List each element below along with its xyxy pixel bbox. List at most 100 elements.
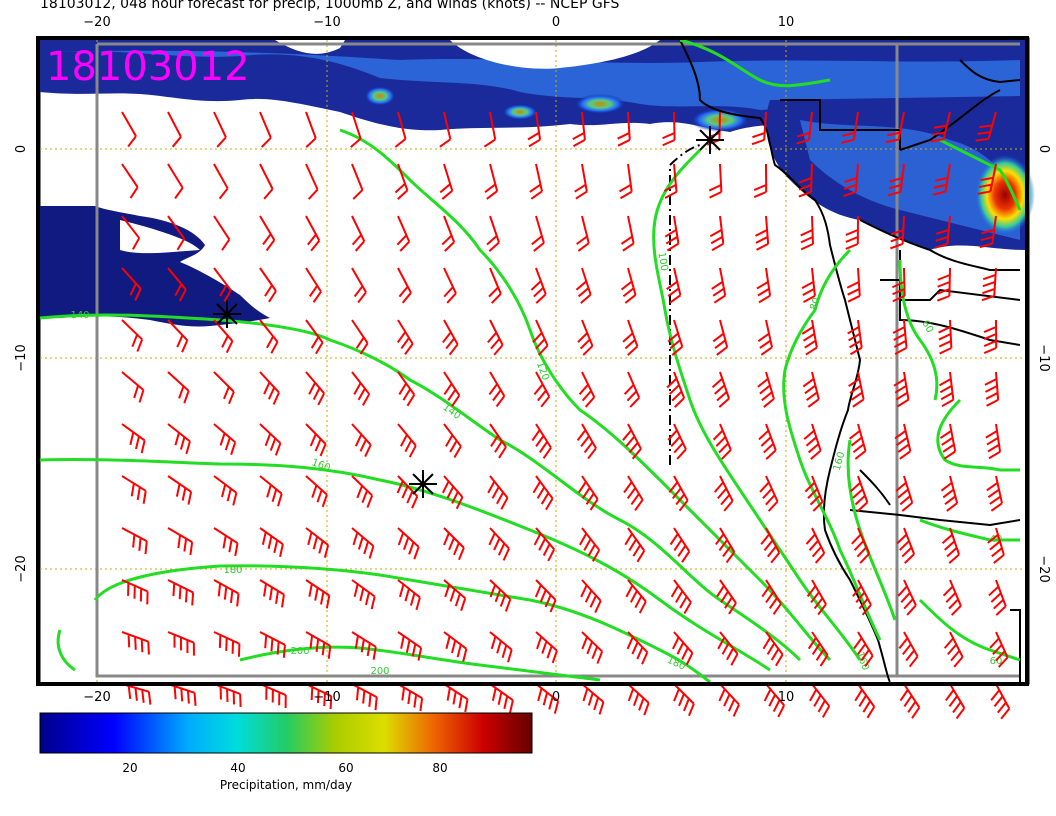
contour-line-180 bbox=[93, 564, 711, 684]
wind-barb bbox=[936, 267, 951, 302]
wind-barb bbox=[167, 475, 193, 505]
wind-barb bbox=[259, 111, 272, 148]
wind-barb bbox=[531, 215, 545, 252]
wind-barb bbox=[213, 527, 239, 557]
wind-barb bbox=[895, 475, 914, 512]
wind-barb bbox=[259, 579, 285, 608]
wind-barb bbox=[167, 215, 186, 251]
wind-barb bbox=[305, 267, 322, 303]
precip-gap-1 bbox=[450, 40, 660, 69]
colorbar-tick-label: 20 bbox=[122, 761, 137, 775]
wind-barb bbox=[885, 111, 905, 144]
contour-line-160 bbox=[39, 457, 771, 672]
wind-barb bbox=[897, 579, 917, 616]
wind-barb bbox=[753, 163, 768, 199]
wind-barb bbox=[575, 267, 592, 304]
wind-barb bbox=[259, 423, 282, 456]
wind-barb bbox=[580, 579, 602, 613]
wind-barb bbox=[489, 631, 513, 663]
wind-barb bbox=[807, 631, 829, 667]
precip-cell bbox=[502, 104, 538, 120]
wind-barb bbox=[711, 267, 727, 304]
wind-barb bbox=[167, 631, 195, 656]
wind-barb bbox=[892, 319, 908, 355]
wind-barb bbox=[167, 163, 184, 199]
wind-barb bbox=[577, 319, 594, 356]
wind-barb bbox=[305, 423, 327, 457]
wind-barb bbox=[756, 267, 772, 304]
wind-barb bbox=[397, 579, 421, 611]
wind-barb bbox=[622, 423, 642, 460]
wind-barb bbox=[894, 423, 912, 460]
wind-barb bbox=[800, 215, 814, 251]
precip-central-africa-inner bbox=[800, 120, 1020, 240]
wind-barb bbox=[351, 579, 376, 610]
wind-barb bbox=[396, 319, 414, 355]
wind-barb bbox=[985, 423, 1002, 460]
wind-barb bbox=[443, 423, 462, 459]
contour-label: 200 bbox=[370, 666, 389, 677]
wind-barb bbox=[572, 111, 586, 147]
right-lat-label: −10 bbox=[1036, 344, 1051, 371]
wind-barb bbox=[527, 111, 542, 148]
wind-barb bbox=[535, 631, 558, 664]
wind-barb bbox=[578, 371, 596, 408]
bottom-lon-label: −10 bbox=[313, 690, 340, 705]
contour-label: 40 bbox=[990, 534, 1003, 545]
top-lon-label: −10 bbox=[313, 15, 340, 30]
contour-line-east bbox=[936, 398, 1020, 472]
top-lon-label: 10 bbox=[778, 15, 795, 30]
wind-barb bbox=[121, 423, 146, 454]
top-lon-label: 0 bbox=[552, 15, 560, 30]
wind-barb bbox=[625, 579, 647, 614]
wind-barb bbox=[938, 319, 953, 355]
coastline bbox=[679, 39, 1021, 683]
colorbar bbox=[39, 712, 533, 754]
wind-barb bbox=[934, 215, 951, 249]
wind-barb bbox=[489, 683, 514, 714]
wind-barb bbox=[843, 163, 859, 197]
wind-barb bbox=[622, 319, 639, 356]
wind-barb bbox=[849, 423, 867, 460]
wind-barb bbox=[851, 527, 871, 564]
wind-barb bbox=[930, 111, 951, 143]
contour-line-60 bbox=[898, 259, 939, 401]
wind-barb bbox=[577, 475, 599, 511]
wind-barb bbox=[305, 319, 324, 355]
colorbar-ticks: 20 40 60 80 bbox=[122, 761, 447, 775]
wind-barb bbox=[351, 475, 374, 508]
wind-barb bbox=[712, 319, 729, 356]
wind-barb bbox=[708, 163, 723, 199]
wind-barb bbox=[351, 683, 378, 711]
wind-barb bbox=[663, 163, 678, 199]
wind-barb bbox=[121, 579, 149, 605]
wind-barb bbox=[809, 683, 831, 718]
wind-barb bbox=[305, 527, 330, 558]
wind-barb bbox=[984, 371, 1000, 407]
wind-barb bbox=[945, 683, 966, 720]
wind-barb bbox=[757, 319, 773, 356]
wind-barb bbox=[533, 371, 551, 408]
wind-barb bbox=[758, 423, 777, 460]
wind-barb bbox=[845, 215, 859, 250]
wind-barb bbox=[259, 683, 287, 709]
wind-barb bbox=[121, 475, 147, 504]
wind-barb bbox=[439, 111, 452, 148]
wind-barb bbox=[887, 163, 905, 197]
wind-barb bbox=[121, 111, 137, 148]
contour-label: 100 bbox=[655, 251, 669, 272]
wind-barb bbox=[673, 683, 695, 717]
wind-barb bbox=[619, 163, 633, 200]
colorbar-tick-label: 60 bbox=[338, 761, 353, 775]
contour-label: 160 bbox=[832, 451, 848, 472]
colorbar-tick-label: 80 bbox=[432, 761, 447, 775]
wind-barb bbox=[213, 683, 242, 707]
wind-barb bbox=[854, 683, 876, 719]
contour-label: 180 bbox=[223, 565, 242, 576]
contour-label: 140 bbox=[70, 310, 89, 321]
wind-barb bbox=[853, 631, 874, 667]
wind-barb bbox=[532, 475, 554, 511]
wind-barb bbox=[942, 579, 962, 616]
wind-barb bbox=[167, 579, 195, 606]
colorbar-label: Precipitation, mm/day bbox=[220, 778, 352, 792]
